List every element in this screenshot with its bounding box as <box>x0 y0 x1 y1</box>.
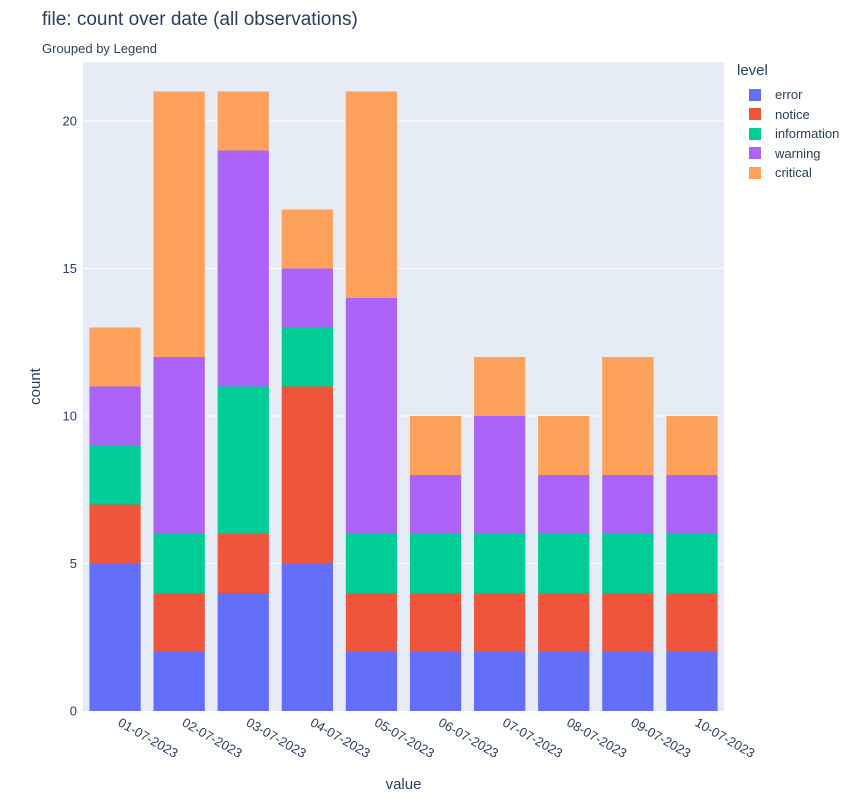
bar-critical-5 <box>345 91 398 298</box>
chart-title: file: count over date (all observations) <box>42 9 358 30</box>
bar-critical-8 <box>538 416 590 475</box>
bar-critical-4 <box>281 209 333 269</box>
bar-error-8 <box>538 652 590 711</box>
legend-item-warning[interactable]: warning <box>737 144 839 164</box>
bar-warning-7 <box>474 416 526 534</box>
bar-warning-1 <box>89 386 141 446</box>
bar-notice-8 <box>538 593 590 652</box>
bar-warning-2 <box>153 357 205 534</box>
bar-notice-2 <box>153 593 205 652</box>
legend[interactable]: level error notice information warning c… <box>737 62 839 183</box>
legend-swatch-information <box>749 127 761 140</box>
bar-error-1 <box>89 563 141 711</box>
legend-swatch-error <box>749 88 761 101</box>
bar-error-6 <box>409 652 462 711</box>
bar-notice-7 <box>474 593 526 652</box>
legend-swatch-critical <box>749 166 761 179</box>
x-tick-label-2: 02-07-2023 <box>180 715 245 761</box>
legend-item-notice[interactable]: notice <box>737 105 839 125</box>
bar-error-7 <box>474 652 526 711</box>
x-tick-label-1: 01-07-2023 <box>116 715 181 761</box>
bar-information-10 <box>666 534 718 593</box>
bar-critical-9 <box>602 357 654 475</box>
bar-critical-3 <box>217 91 269 151</box>
bar-warning-8 <box>538 475 590 534</box>
y-tick-label-20: 20 <box>63 114 77 129</box>
x-tick-label-7: 07-07-2023 <box>500 715 565 761</box>
bar-information-2 <box>153 534 205 593</box>
bar-critical-1 <box>89 327 141 387</box>
bar-information-3 <box>217 386 269 534</box>
x-tick-label-5: 05-07-2023 <box>372 715 437 761</box>
bar-warning-6 <box>409 475 462 534</box>
legend-item-critical[interactable]: critical <box>737 163 839 183</box>
bar-error-9 <box>602 652 654 711</box>
y-axis-title: count <box>27 367 44 405</box>
bar-error-4 <box>281 563 333 711</box>
legend-item-information[interactable]: information <box>737 124 839 144</box>
legend-title: level <box>737 62 768 79</box>
x-tick-label-10: 10-07-2023 <box>692 715 757 761</box>
bar-warning-4 <box>281 268 333 328</box>
legend-label-notice: notice <box>775 106 810 122</box>
bar-error-2 <box>153 652 205 711</box>
bar-notice-3 <box>217 534 269 593</box>
legend-label-information: information <box>775 126 840 142</box>
bar-information-7 <box>474 534 526 593</box>
y-tick-label-10: 10 <box>63 409 77 424</box>
x-tick-label-8: 08-07-2023 <box>564 715 629 761</box>
bar-notice-6 <box>409 593 462 652</box>
bar-information-1 <box>89 445 141 505</box>
bar-information-8 <box>538 534 590 593</box>
chart-subtitle: Grouped by Legend <box>42 41 157 56</box>
bar-critical-10 <box>666 416 718 475</box>
legend-item-error[interactable]: error <box>737 85 839 105</box>
bar-information-9 <box>602 534 654 593</box>
x-tick-label-3: 03-07-2023 <box>244 715 309 761</box>
bar-warning-10 <box>666 475 718 534</box>
bar-error-5 <box>345 652 398 711</box>
bar-notice-1 <box>89 504 141 564</box>
legend-label-critical: critical <box>775 165 812 181</box>
x-tick-label-9: 09-07-2023 <box>628 715 693 761</box>
bar-error-10 <box>666 652 718 711</box>
bar-information-5 <box>345 534 398 593</box>
bar-information-4 <box>281 327 333 387</box>
bar-notice-4 <box>281 386 333 564</box>
y-tick-label-5: 5 <box>70 556 77 571</box>
legend-label-error: error <box>775 87 803 103</box>
bar-notice-9 <box>602 593 654 652</box>
x-tick-label-6: 06-07-2023 <box>436 715 501 761</box>
x-axis-title: value <box>386 776 422 793</box>
y-tick-label-15: 15 <box>63 261 77 276</box>
legend-swatch-notice <box>749 108 761 121</box>
legend-swatch-warning <box>749 147 761 160</box>
bar-warning-9 <box>602 475 654 534</box>
legend-label-warning: warning <box>775 145 821 161</box>
bar-notice-5 <box>345 593 398 652</box>
bar-critical-6 <box>409 416 462 475</box>
bar-critical-7 <box>474 357 526 416</box>
bar-error-3 <box>217 593 269 711</box>
bar-notice-10 <box>666 593 718 652</box>
x-tick-label-4: 04-07-2023 <box>308 715 373 761</box>
y-tick-label-0: 0 <box>70 704 77 719</box>
bar-critical-2 <box>153 91 205 357</box>
bar-information-6 <box>409 534 462 593</box>
bar-warning-5 <box>345 298 398 534</box>
bar-warning-3 <box>217 150 269 387</box>
